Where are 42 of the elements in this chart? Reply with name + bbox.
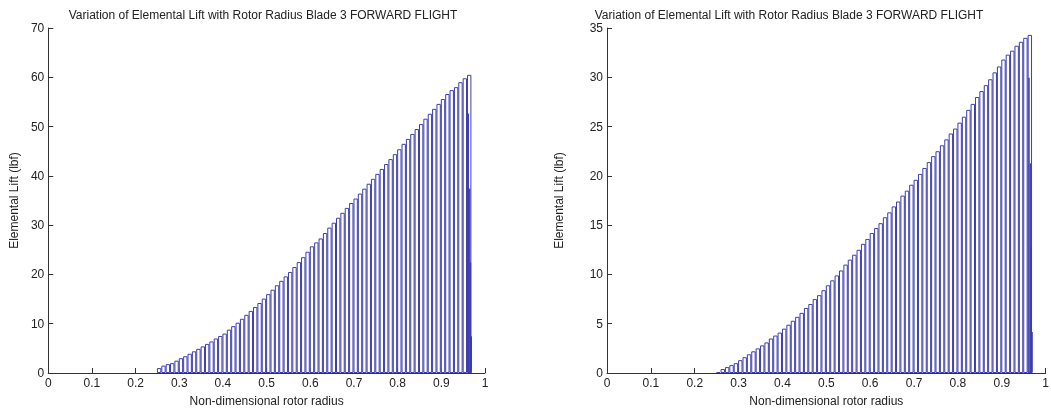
x-tick-label: 0.7 — [345, 376, 363, 390]
y-tick-label: 20 — [30, 267, 45, 282]
x-tick-label: 0.6 — [301, 376, 319, 390]
y-axis-title: Elemental Lift (lbf) — [551, 152, 566, 249]
y-axis-title: Elemental Lift (lbf) — [7, 152, 21, 249]
y-tick-label: 5 — [595, 316, 603, 331]
y-tick-label: 35 — [589, 21, 603, 35]
y-tick-label: 40 — [30, 168, 45, 183]
y-tick-label: 0 — [595, 366, 603, 380]
y-tick-label: 0 — [37, 366, 45, 380]
y-tick-label: 50 — [30, 119, 45, 134]
chart-title: Variation of Elemental Lift with Rotor Radius Blade 3 FORWARD FLIGHT — [594, 8, 984, 22]
x-tick-label: 1 — [481, 376, 489, 390]
x-tick-label: 0.3 — [729, 376, 747, 390]
x-tick-label: 0.4 — [214, 376, 232, 390]
y-tick-label: 30 — [30, 218, 45, 233]
chart-title: Variation of Elemental Lift with Rotor Radius Blade 3 FORWARD FLIGHT — [68, 8, 458, 22]
y-tick-label: 70 — [30, 21, 45, 35]
x-tick-label: 1 — [1041, 376, 1049, 390]
y-tick-label: 20 — [589, 168, 603, 183]
x-tick-label: 0.1 — [83, 376, 101, 390]
x-tick-label: 0.2 — [685, 376, 703, 390]
y-tick-label: 10 — [30, 316, 45, 331]
x-axis-title: Non-dimensional rotor radius — [748, 394, 903, 408]
y-tick-label: 25 — [589, 119, 603, 134]
x-tick-label: 0.5 — [817, 376, 835, 390]
y-tick-label: 30 — [589, 70, 603, 85]
x-tick-label: 0.4 — [773, 376, 791, 390]
x-axis-title: Non-dimensional rotor radius — [189, 394, 344, 408]
x-tick-label: 0.3 — [170, 376, 188, 390]
x-tick-label: 0.6 — [861, 376, 879, 390]
y-tick-label: 10 — [589, 267, 603, 282]
y-tick-label: 15 — [589, 218, 603, 233]
x-tick-label: 0.7 — [905, 376, 923, 390]
x-tick-label: 0.5 — [258, 376, 276, 390]
x-tick-label: 0.2 — [127, 376, 145, 390]
x-tick-label: 0.1 — [642, 376, 660, 390]
x-tick-label: 0.9 — [432, 376, 450, 390]
x-tick-label: 0.8 — [389, 376, 407, 390]
x-tick-label: 0.9 — [992, 376, 1010, 390]
x-tick-label: 0.8 — [949, 376, 967, 390]
y-tick-label: 60 — [30, 70, 45, 85]
